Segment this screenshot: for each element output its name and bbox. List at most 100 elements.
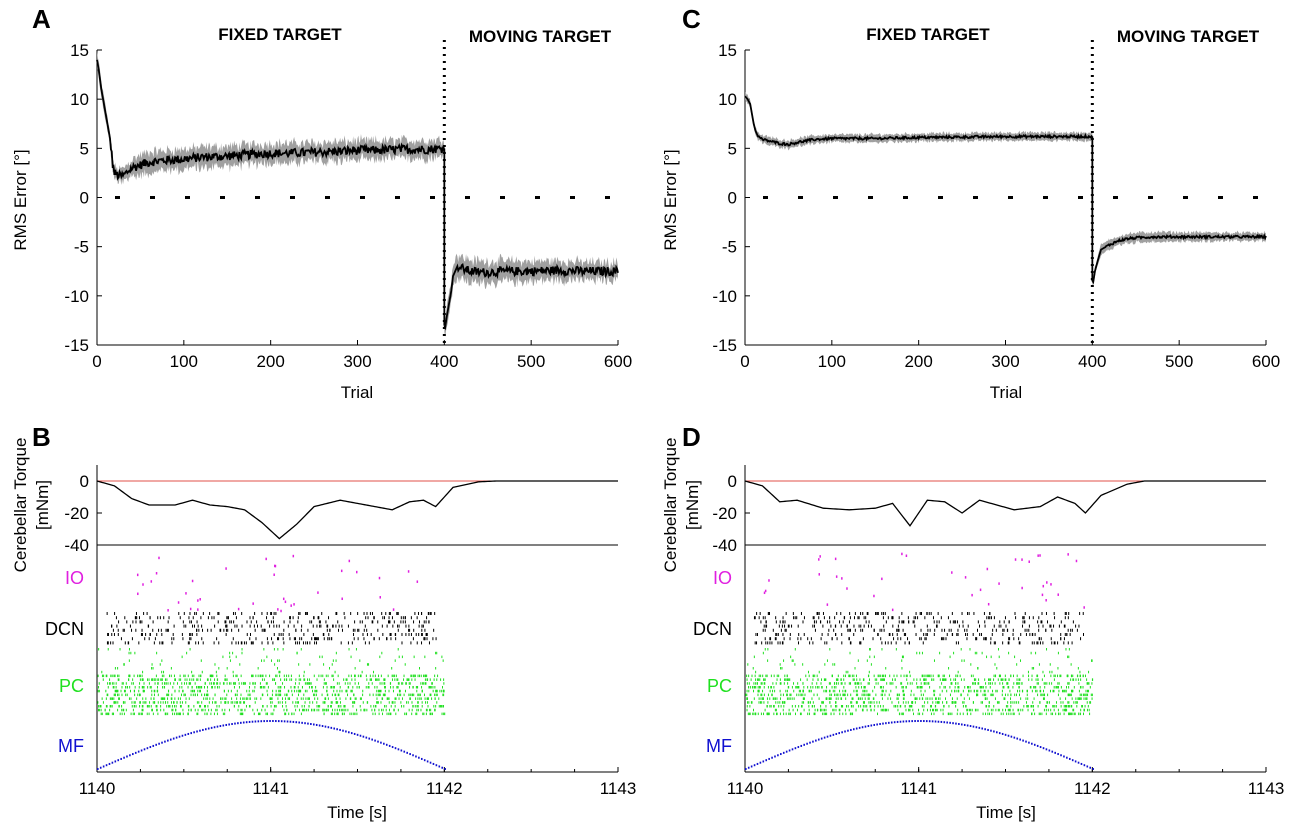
dcn-spike-b <box>426 616 428 620</box>
dcn-spike-d <box>941 628 943 632</box>
dcn-spike-b <box>189 637 191 641</box>
pc-spike-d <box>814 708 816 712</box>
io-spike-b <box>274 564 277 568</box>
pc-spike-b <box>132 712 134 716</box>
dcn-spike-b <box>227 628 229 632</box>
dcn-spike-b <box>327 637 329 641</box>
pc-spike-b <box>127 686 129 689</box>
pc-spike-b <box>442 686 444 689</box>
pc-spike-b <box>249 697 251 700</box>
pc-spike-b <box>401 682 403 685</box>
pc-spike-d <box>1025 697 1027 700</box>
pc-spike-d <box>1027 705 1029 708</box>
dcn-spike-b <box>124 616 126 620</box>
pc-spike-b <box>399 689 401 693</box>
pc-spike-b <box>334 693 336 697</box>
pc-spike-d <box>968 689 970 693</box>
mean-error-line-a-0 <box>96 59 446 181</box>
pc-spike-d <box>903 693 905 697</box>
dcn-spike-b <box>229 620 231 624</box>
pc-spike-b <box>421 686 423 689</box>
dcn-spike-b <box>230 620 232 624</box>
pc-spike-d <box>1042 697 1044 700</box>
pc-spike-b <box>218 686 220 689</box>
pc-spike-b <box>384 686 386 689</box>
pc-spike-b <box>114 674 116 678</box>
pc-spike-b <box>312 689 314 693</box>
pc-spike-b <box>261 686 263 689</box>
pc-spike-b <box>279 693 281 697</box>
pc-spike-d <box>943 678 945 681</box>
dcn-spike-b <box>288 633 290 636</box>
dcn-spike-b <box>430 612 432 615</box>
pc-spike-d <box>1088 682 1090 685</box>
pc-spike-d <box>948 712 950 716</box>
dcn-spike-b <box>410 616 412 620</box>
dcn-spike-b <box>424 628 426 632</box>
io-spike-b <box>136 573 139 577</box>
dcn-spike-b <box>114 612 116 615</box>
mf-spike-b <box>391 746 394 749</box>
pc-spike-b <box>419 697 421 700</box>
mf-spike-d <box>1077 761 1080 764</box>
pc-spike-d <box>821 686 823 689</box>
pc-spike-d <box>837 693 839 697</box>
dcn-spike-d <box>1058 624 1060 628</box>
pc-spike-d <box>828 697 830 700</box>
pc-spike-d <box>759 686 761 689</box>
pc-spike-b <box>216 712 218 716</box>
dcn-spike-b <box>311 620 313 624</box>
dcn-spike-b <box>237 641 239 645</box>
pc-spike-b <box>239 701 241 704</box>
dcn-spike-d <box>1080 637 1082 641</box>
pc-spike-d <box>893 674 895 678</box>
pc-spike-d <box>758 689 760 693</box>
pc-spike-b <box>217 682 219 685</box>
pc-spike-b <box>350 674 352 678</box>
pc-spike-b <box>383 682 385 685</box>
pc-spike-b <box>193 689 195 693</box>
mf-spike-b <box>219 725 222 728</box>
pc-spike-b <box>369 693 371 697</box>
pc-spike-d <box>951 682 953 685</box>
pc-spike-d <box>984 697 986 700</box>
fixed-target-label-a: FIXED TARGET <box>218 25 342 44</box>
pc-spike-b <box>163 708 165 712</box>
pc-spike-d <box>913 678 915 681</box>
pc-spike-d <box>830 697 832 700</box>
pc-spike-b <box>318 708 320 712</box>
mf-spike-d <box>1042 747 1045 750</box>
dcn-spike-d <box>966 637 968 641</box>
pc-spike-b <box>174 712 176 716</box>
dcn-spike-d <box>860 624 862 628</box>
dcn-spike-b <box>416 641 418 645</box>
dcn-spike-d <box>849 616 851 620</box>
pc-spike-b <box>277 686 279 689</box>
pc-spike-b <box>339 686 341 689</box>
pc-spike-b <box>307 708 309 712</box>
pc-spike-b <box>164 682 166 685</box>
pc-spike-d <box>855 689 857 693</box>
pc-spike-b <box>171 708 173 712</box>
pc-spike-d <box>1064 708 1066 712</box>
pc-spike-d <box>773 674 775 678</box>
dcn-spike-d <box>764 628 766 632</box>
pc-spike-d <box>746 693 748 697</box>
dcn-spike-d <box>862 628 864 632</box>
pc-spike-d <box>1008 708 1010 712</box>
pc-spike-b <box>298 689 300 693</box>
dcn-spike-d <box>794 616 796 620</box>
mf-spike-b <box>266 720 268 723</box>
pc-spike-b <box>138 686 140 689</box>
mf-spike-b <box>429 761 432 764</box>
pc-spike-d <box>1080 697 1082 700</box>
pc-spike-b <box>283 678 285 681</box>
pc-spike-b <box>314 697 316 700</box>
pc-spike-d <box>1010 712 1012 716</box>
pc-spike-b <box>109 682 111 685</box>
pc-spike-b <box>286 693 288 697</box>
pc-spike-b <box>275 682 277 685</box>
pc-spike-b <box>366 708 368 712</box>
pc-spike-d <box>1007 701 1009 704</box>
dcn-spike-b <box>316 624 318 628</box>
